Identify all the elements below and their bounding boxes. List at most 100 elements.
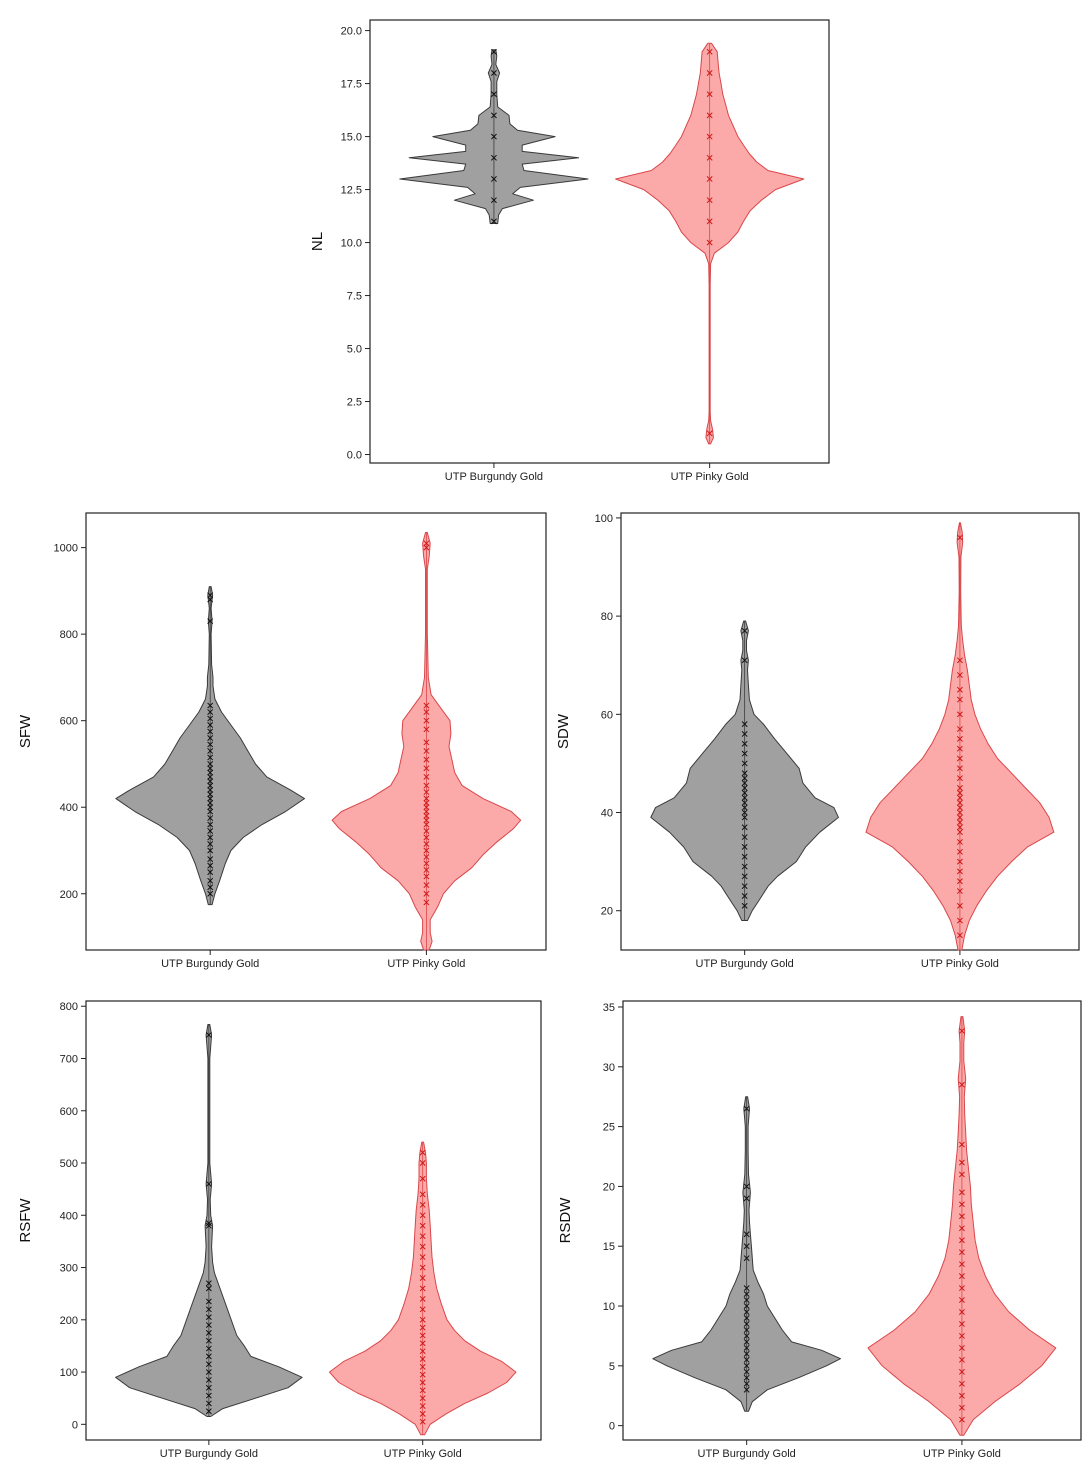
data-point-marker [743,1386,750,1393]
data-point-marker [207,804,214,811]
data-point-marker [741,834,748,841]
data-point-marker [743,1285,750,1292]
data-point-marker [956,902,963,909]
plot-frame [369,19,830,464]
data-point-marker [741,873,748,880]
data-point-marker [205,1376,212,1383]
x-category-label: UTP Pinky Gold [921,958,999,970]
data-point-marker [958,1321,965,1327]
data-point-marker [956,765,963,772]
data-point-marker [743,1321,750,1327]
data-point-marker [423,789,430,796]
data-point-marker [706,133,713,140]
data-point-marker [741,814,748,821]
data-point-marker [423,782,430,789]
data-point-marker [958,1261,965,1268]
data-point-marker [743,1362,750,1369]
data-point-marker [205,1400,212,1407]
data-point-marker [741,750,748,757]
data-point-marker [419,1306,426,1313]
data-point-marker [423,812,430,819]
data-point-marker [956,799,963,806]
data-point-marker [207,618,214,625]
data-point-marker [207,828,214,834]
plot-frame [620,512,1080,951]
data-point-marker [423,799,430,806]
data-point-marker [958,1081,965,1088]
data-point-marker [419,1332,426,1339]
data-point-marker [741,824,748,831]
y-axis-title: SDW [555,713,572,749]
data-point-marker [956,696,963,703]
data-point-marker [207,890,214,897]
data-point-marker [207,765,214,772]
data-point-marker [743,1338,750,1345]
data-point-marker [423,854,430,860]
data-point-marker [956,829,963,836]
data-point-marker [207,791,214,798]
data-point-marker [958,1249,965,1256]
y-tick-label: 20 [603,1181,615,1193]
data-point-marker [706,197,713,204]
data-point-marker [743,1356,750,1363]
data-point-marker [419,1149,426,1156]
data-point-marker [207,596,214,603]
data-point-marker [958,1171,965,1178]
data-point-marker [205,1392,212,1399]
data-point-marker [741,883,748,890]
data-point-marker [956,888,963,895]
data-point-marker [207,769,214,776]
data-point-marker [419,1212,426,1219]
data-point-marker [207,735,214,741]
data-point-marker [207,869,214,876]
data-point-marker [205,1222,212,1229]
y-tick-label: 0 [609,1421,615,1433]
data-point-marker [207,741,214,748]
data-point-marker [419,1201,426,1208]
y-tick-label: 100 [60,1367,78,1379]
data-point-marker [423,739,430,746]
data-point-marker [205,1353,212,1360]
data-point-marker [419,1275,426,1281]
data-point-marker [741,721,748,728]
data-point-marker [423,544,430,551]
y-tick-label: 60 [601,709,613,721]
data-point-marker [490,70,497,76]
y-tick-label: 600 [60,1106,78,1118]
data-point-marker [207,709,214,715]
data-point-marker [743,1326,750,1333]
data-point-marker [958,1027,965,1034]
data-point-marker [741,809,748,816]
y-tick-label: 400 [60,1210,78,1222]
data-point-marker [958,1159,965,1166]
data-point-marker [956,878,963,885]
data-point-marker [490,48,497,55]
data-point-marker [419,1285,426,1292]
data-point-marker [958,1237,965,1244]
data-point-marker [207,808,214,815]
data-point-marker [205,1285,212,1292]
data-point-marker [956,794,963,801]
y-tick-label: 80 [601,611,613,623]
data-point-marker [423,890,430,897]
data-point-marker [419,1222,426,1229]
data-point-marker [419,1340,426,1347]
data-point-marker [956,789,963,796]
data-point-marker [205,1345,212,1352]
data-point-marker [956,755,963,762]
data-point-marker [956,775,963,782]
data-point-marker [205,1361,212,1368]
data-point-marker [958,1356,965,1363]
data-point-marker [423,717,430,724]
data-point-marker [956,839,963,845]
data-point-marker [958,1380,965,1387]
y-tick-label: 30 [603,1062,615,1074]
x-category-label: UTP Burgundy Gold [445,471,543,483]
data-point-marker [706,176,713,182]
data-point-marker [743,1315,750,1321]
data-point-marker [490,112,497,119]
y-tick-label: 10 [603,1301,615,1313]
data-point-marker [423,709,430,715]
data-point-marker [958,1285,965,1292]
data-point-marker [490,154,497,161]
